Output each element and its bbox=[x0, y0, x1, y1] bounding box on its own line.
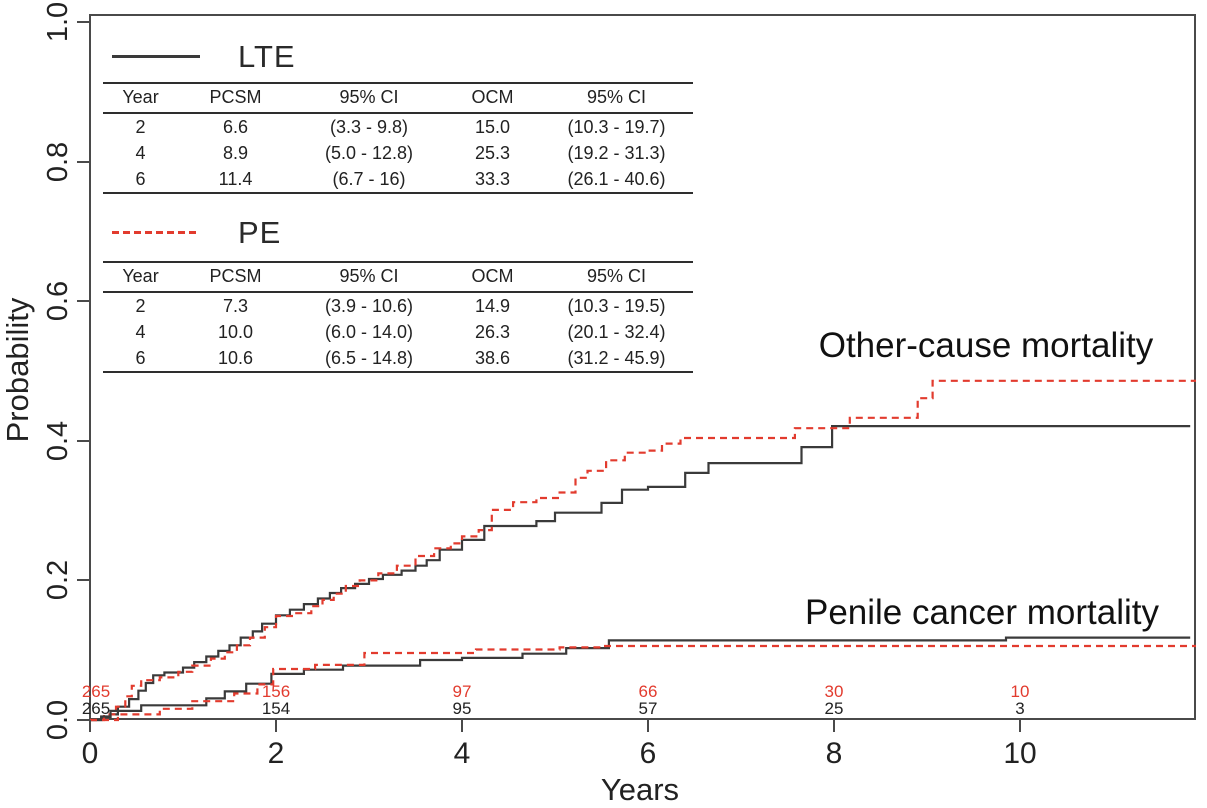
table-header-cell: Year bbox=[103, 262, 178, 293]
table-header-cell: PCSM bbox=[178, 262, 293, 293]
table-cell: 38.6 bbox=[474, 348, 511, 368]
table-header-cell: OCM bbox=[445, 262, 540, 293]
table-cell: 25.3 bbox=[474, 143, 511, 163]
estimate-table-pe-body: 2 7.3 (3.9 - 10.6) 14.9 (10.3 - 19.5) 4 10.0 (6… bbox=[103, 292, 693, 372]
x-axis-tick-label: 10 bbox=[1003, 737, 1037, 770]
estimate-table-pe-header: Year PCSM 95% CI OCM 95% CI bbox=[103, 262, 693, 293]
table-cell: (3.9 - 10.6) bbox=[324, 296, 414, 316]
at-risk-count-lte: 95 bbox=[452, 699, 472, 718]
table-cell: 6.6 bbox=[222, 117, 249, 137]
y-axis-tick-label: 1.0 bbox=[42, 1, 74, 43]
table-cell: 10.6 bbox=[217, 348, 254, 368]
table-row: 6 11.4 (6.7 - 16) 33.3 (26.1 - 40.6) bbox=[103, 166, 693, 193]
x-axis-tick bbox=[275, 720, 277, 732]
table-row: 4 10.0 (6.0 - 14.0) 26.3 (20.1 - 32.4) bbox=[103, 319, 693, 345]
table-header-cell: 95% CI bbox=[293, 262, 445, 293]
table-header-cell: OCM bbox=[445, 83, 540, 114]
table-header-row: Year PCSM 95% CI OCM 95% CI bbox=[103, 83, 693, 114]
table-row: 2 7.3 (3.9 - 10.6) 14.9 (10.3 - 19.5) bbox=[103, 292, 693, 319]
table-row: 6 10.6 (6.5 - 14.8) 38.6 (31.2 - 45.9) bbox=[103, 345, 693, 372]
legend-line-pe bbox=[112, 231, 200, 234]
y-axis-title: Probability bbox=[0, 297, 35, 443]
table-cell: 14.9 bbox=[474, 296, 511, 316]
estimate-table-lte: Year PCSM 95% CI OCM 95% CI 2 6.6 (3.3 - 9.8) 1… bbox=[103, 82, 693, 194]
table-cell: 10.0 bbox=[217, 322, 254, 342]
legend-label-lte: LTE bbox=[238, 39, 296, 74]
table-cell: (31.2 - 45.9) bbox=[567, 348, 666, 368]
table-cell: 2 bbox=[135, 117, 146, 137]
x-axis-tick-label: 6 bbox=[639, 737, 657, 770]
table-cell: 33.3 bbox=[474, 169, 511, 189]
x-axis-tick-label: 4 bbox=[453, 737, 471, 770]
legend-label-pe: PE bbox=[238, 215, 282, 250]
y-axis-tick bbox=[77, 719, 90, 721]
table-cell: 8.9 bbox=[222, 143, 249, 163]
table-header-cell: 95% CI bbox=[540, 262, 693, 293]
x-axis-tick bbox=[647, 720, 649, 732]
estimate-table-lte-body: 2 6.6 (3.3 - 9.8) 15.0 (10.3 - 19.7) 4 8.9 (5.0… bbox=[103, 113, 693, 193]
table-cell: 6 bbox=[135, 169, 146, 189]
x-axis-tick-label: 0 bbox=[81, 737, 99, 770]
table-header-cell: Year bbox=[103, 83, 178, 114]
table-cell: (6.5 - 14.8) bbox=[324, 348, 414, 368]
table-cell: (10.3 - 19.7) bbox=[567, 117, 666, 137]
table-cell: 11.4 bbox=[218, 169, 253, 189]
estimate-table-lte-header: Year PCSM 95% CI OCM 95% CI bbox=[103, 83, 693, 114]
table-cell: 7.3 bbox=[222, 296, 249, 316]
x-axis-tick-label: 2 bbox=[267, 737, 285, 770]
table-cell: 15.0 bbox=[474, 117, 511, 137]
y-axis-tick bbox=[77, 300, 90, 303]
at-risk-count-pe: 97 bbox=[452, 682, 472, 701]
y-axis-tick bbox=[77, 160, 90, 163]
table-cell: (20.1 - 32.4) bbox=[567, 322, 666, 342]
y-axis-tick bbox=[77, 21, 90, 23]
table-row: 4 8.9 (5.0 - 12.8) 25.3 (19.2 - 31.3) bbox=[103, 140, 693, 166]
at-risk-count-lte: 3 bbox=[1015, 699, 1025, 718]
at-risk-count-lte: 25 bbox=[824, 699, 844, 718]
table-cell: (19.2 - 31.3) bbox=[567, 143, 666, 163]
y-axis-tick-label: 0.8 bbox=[42, 141, 74, 182]
x-axis-title: Years bbox=[600, 772, 680, 807]
y-axis-tick bbox=[77, 579, 90, 582]
y-axis-tick bbox=[77, 439, 90, 442]
table-cell: 26.3 bbox=[474, 322, 511, 342]
x-axis-tick bbox=[89, 720, 91, 732]
table-cell: (6.0 - 14.0) bbox=[324, 322, 414, 342]
table-cell: (26.1 - 40.6) bbox=[567, 169, 666, 189]
at-risk-count-pe: 66 bbox=[638, 682, 658, 701]
at-risk-count-pe: 30 bbox=[824, 682, 844, 701]
estimate-table-pe: Year PCSM 95% CI OCM 95% CI 2 7.3 (3.9 - 10.6)… bbox=[103, 261, 693, 373]
at-risk-count-pe: 156 bbox=[261, 682, 291, 701]
table-cell: (6.7 - 16) bbox=[332, 169, 406, 189]
table-cell: 4 bbox=[135, 322, 146, 342]
x-axis-tick-label: 8 bbox=[825, 737, 843, 770]
table-cell: 4 bbox=[135, 143, 146, 163]
at-risk-count-pe: 265 bbox=[81, 682, 111, 701]
table-header-cell: PCSM bbox=[178, 83, 293, 114]
table-header-cell: 95% CI bbox=[540, 83, 693, 114]
table-cell: (3.3 - 9.8) bbox=[329, 117, 409, 137]
at-risk-count-pe: 10 bbox=[1010, 682, 1030, 701]
table-cell: 2 bbox=[135, 296, 146, 316]
annotation-other-cause-mortality: Other-cause mortality bbox=[818, 326, 1154, 365]
table-header-row: Year PCSM 95% CI OCM 95% CI bbox=[103, 262, 693, 293]
y-axis-tick-label: 0.2 bbox=[42, 560, 74, 601]
at-risk-count-lte: 57 bbox=[638, 699, 658, 718]
table-cell: (5.0 - 12.8) bbox=[324, 143, 414, 163]
annotation-penile-cancer-mortality: Penile cancer mortality bbox=[804, 593, 1160, 632]
table-cell: 6 bbox=[135, 348, 146, 368]
x-axis-tick bbox=[833, 720, 835, 732]
x-axis-tick bbox=[461, 720, 463, 732]
at-risk-count-lte: 154 bbox=[261, 699, 291, 718]
table-header-cell: 95% CI bbox=[293, 83, 445, 114]
at-risk-count-lte: 265 bbox=[81, 699, 111, 718]
y-axis-tick-label: 0.4 bbox=[42, 420, 74, 461]
table-cell: (10.3 - 19.5) bbox=[567, 296, 666, 316]
table-row: 2 6.6 (3.3 - 9.8) 15.0 (10.3 - 19.7) bbox=[103, 113, 693, 140]
y-axis-tick-label: 0.6 bbox=[42, 281, 74, 322]
legend-line-lte bbox=[112, 55, 200, 58]
x-axis-tick bbox=[1019, 720, 1021, 732]
